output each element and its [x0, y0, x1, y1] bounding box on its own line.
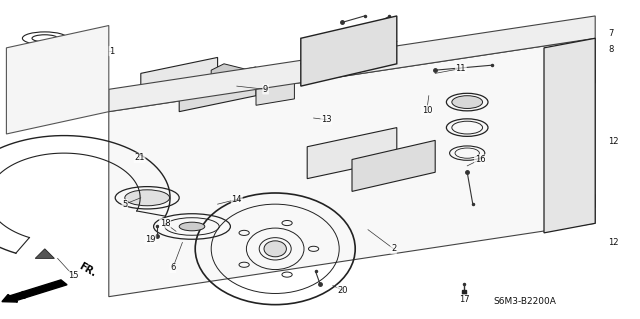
Polygon shape — [6, 26, 109, 134]
FancyArrow shape — [2, 280, 67, 302]
Text: 13: 13 — [321, 45, 332, 54]
Text: 6: 6 — [170, 263, 175, 272]
Polygon shape — [141, 57, 218, 102]
Text: FR.: FR. — [77, 262, 97, 279]
Text: 9: 9 — [263, 85, 268, 94]
Text: 18: 18 — [160, 219, 170, 228]
Text: 3: 3 — [359, 29, 364, 38]
Polygon shape — [352, 140, 435, 191]
Text: 16: 16 — [475, 155, 485, 164]
Polygon shape — [544, 38, 595, 233]
Text: 19: 19 — [145, 235, 156, 244]
Polygon shape — [570, 70, 595, 89]
Bar — [16, 88, 51, 100]
Ellipse shape — [125, 190, 170, 206]
Polygon shape — [109, 16, 595, 112]
Text: 15: 15 — [68, 271, 79, 280]
Ellipse shape — [179, 222, 205, 231]
Polygon shape — [307, 128, 397, 179]
Text: 20: 20 — [337, 286, 348, 295]
Text: S6M3-B2200A: S6M3-B2200A — [493, 297, 556, 306]
Ellipse shape — [452, 96, 483, 108]
Polygon shape — [211, 64, 250, 93]
Polygon shape — [109, 38, 595, 297]
Polygon shape — [35, 249, 54, 258]
Text: 10: 10 — [422, 106, 432, 115]
Text: 4: 4 — [388, 26, 393, 35]
Text: 14: 14 — [232, 195, 242, 204]
Ellipse shape — [333, 40, 365, 53]
Text: 21: 21 — [134, 153, 145, 162]
Polygon shape — [301, 16, 397, 86]
Bar — [547, 185, 589, 223]
Text: 1: 1 — [109, 47, 115, 56]
Text: 5: 5 — [122, 200, 127, 209]
Bar — [20, 89, 46, 99]
Bar — [547, 70, 589, 108]
Text: 7: 7 — [609, 29, 614, 38]
Text: 12: 12 — [608, 137, 618, 146]
Text: 11: 11 — [456, 64, 466, 73]
Text: 13: 13 — [321, 115, 332, 124]
Text: 12: 12 — [608, 238, 618, 247]
Text: 8: 8 — [609, 45, 614, 54]
Polygon shape — [570, 195, 595, 214]
Text: 17: 17 — [459, 295, 469, 304]
Text: 2: 2 — [391, 244, 396, 253]
Ellipse shape — [264, 241, 287, 257]
Polygon shape — [256, 77, 294, 105]
Polygon shape — [179, 67, 256, 112]
